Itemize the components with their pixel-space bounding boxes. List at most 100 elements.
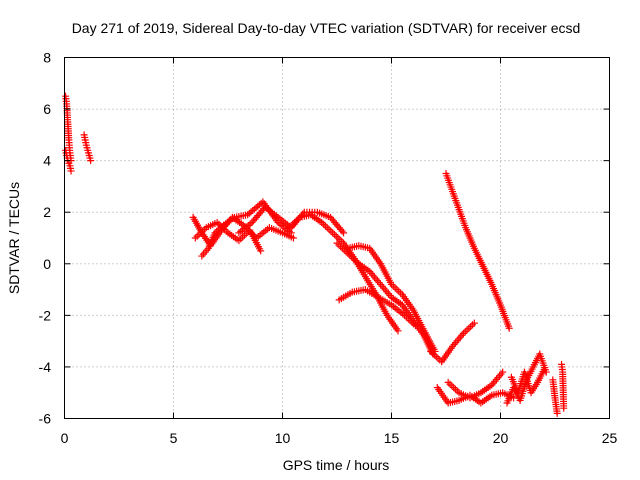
data-point (324, 213, 332, 221)
x-tick-label: 20 (493, 430, 509, 446)
data-point (386, 291, 394, 299)
data-point (419, 325, 427, 333)
data-point (321, 222, 329, 230)
series-arc3 (80, 131, 95, 165)
x-tick-label: 25 (602, 430, 618, 446)
data-point (492, 375, 500, 383)
data-point (337, 225, 345, 233)
data-point (237, 235, 245, 243)
data-point (264, 225, 272, 233)
data-point (380, 284, 388, 292)
plot-frame (64, 57, 610, 419)
data-point (486, 393, 494, 401)
data-point (360, 271, 368, 279)
data-point (456, 333, 464, 341)
data-point (478, 260, 486, 268)
y-tick-label: -4 (39, 359, 52, 375)
data-point (434, 354, 442, 362)
data-point (465, 324, 473, 332)
data-point (454, 203, 462, 211)
data-point (364, 266, 372, 274)
data-point (66, 164, 74, 172)
series-arc17 (507, 366, 548, 397)
data-point (453, 397, 461, 405)
series-arc15 (444, 368, 507, 402)
data-point (487, 278, 495, 286)
data-point (560, 402, 568, 410)
data-point (451, 385, 459, 393)
chart-title: Day 271 of 2019, Sidereal Day-to-day VTE… (72, 20, 581, 36)
data-point (369, 271, 377, 279)
data-point (325, 225, 333, 233)
data-point (330, 231, 338, 239)
data-point (256, 245, 264, 253)
data-point (399, 310, 407, 318)
data-point (469, 321, 477, 329)
y-axis-title: SDTVAR / TECUs (6, 182, 22, 294)
data-point (486, 382, 494, 390)
data-point (463, 326, 471, 334)
y-tick-label: 0 (43, 256, 51, 272)
data-point (393, 286, 401, 294)
data-point (497, 370, 505, 378)
x-axis-title: GPS time / hours (283, 457, 390, 473)
data-point (469, 242, 477, 250)
data-point (489, 379, 497, 387)
series-arc5 (191, 219, 265, 255)
series-arc6 (198, 198, 295, 260)
data-point (475, 390, 483, 398)
data-point (532, 380, 540, 388)
data-point (191, 234, 199, 242)
data-point (448, 382, 456, 390)
data-point (382, 309, 390, 317)
data-point (203, 246, 211, 254)
data-point (504, 322, 512, 330)
data-point (470, 319, 478, 327)
data-point (381, 286, 389, 294)
data-point (553, 407, 561, 415)
data-point (373, 277, 381, 285)
data-point (294, 215, 302, 223)
data-point (384, 290, 392, 298)
y-tick-label: 4 (43, 153, 51, 169)
y-tick-label: 8 (43, 50, 51, 66)
data-point (332, 232, 340, 240)
data-point (84, 146, 92, 154)
series-arc18 (549, 376, 561, 417)
data-point (461, 221, 469, 229)
data-point (372, 292, 380, 300)
data-point (353, 258, 361, 266)
data-point (496, 299, 504, 307)
y-tick-label: 6 (43, 101, 51, 117)
y-tick-label: -6 (39, 411, 52, 427)
y-tick-label: -2 (39, 307, 52, 323)
data-point (528, 365, 536, 373)
data-point (364, 244, 372, 252)
data-point (82, 139, 90, 147)
data-point (455, 335, 463, 343)
data-point (375, 258, 383, 266)
series-arc19 (558, 360, 568, 412)
x-tick-label: 15 (384, 430, 400, 446)
data-point (459, 329, 467, 337)
data-point (329, 229, 337, 237)
data-point (258, 206, 266, 214)
data-point (305, 211, 313, 219)
data-point (386, 278, 394, 286)
data-point (255, 201, 263, 209)
data-point (452, 339, 460, 347)
data-point (229, 215, 237, 223)
data-point (334, 234, 342, 242)
data-point (372, 275, 380, 283)
data-point (453, 387, 461, 395)
data-point (385, 300, 393, 308)
data-point (323, 224, 331, 232)
data-point (450, 384, 458, 392)
data-point (395, 287, 403, 295)
data-point (272, 212, 280, 220)
x-tick-label: 5 (170, 430, 178, 446)
data-point (494, 374, 502, 382)
data-point (397, 300, 405, 308)
data-point (210, 231, 218, 239)
data-point (458, 331, 466, 339)
